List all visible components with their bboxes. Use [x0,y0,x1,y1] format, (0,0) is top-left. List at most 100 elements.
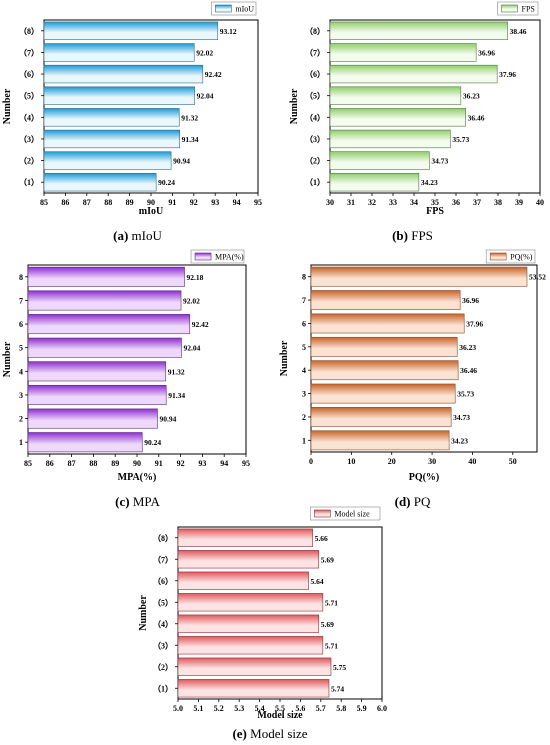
x-tick-label: 90 [133,459,141,468]
x-tick-label: 33 [389,198,397,207]
caption-d: (d) PQ [275,494,550,510]
y-tick-label: （7） [153,554,173,564]
chart-b: 34.23 （1） 34.73 （2） 35.73 （3） 36.46 （4） 36.23 （5）… [289,1,544,217]
x-tick-label: 5.8 [336,704,346,713]
bar [329,86,462,105]
legend-label: PQ(%) [510,253,533,262]
y-tick-label: （6） [19,69,39,79]
data-label: 90.24 [144,438,161,447]
x-tick-label: 92 [190,198,198,207]
x-tick-label: 89 [111,459,119,468]
bar [43,108,180,127]
bar [177,636,324,655]
caption-d-letter: (d) [394,494,411,509]
bar [43,43,195,62]
x-axis-label: PQ(%) [409,472,440,483]
y-tick-label: （8） [19,26,39,36]
x-tick-label: 40 [468,457,476,466]
data-label: 5.75 [333,663,346,672]
x-tick-label: 85 [40,198,48,207]
y-tick-label: （3） [305,134,325,144]
x-tick-label: 6.0 [377,704,387,713]
caption-d-text: PQ [413,494,431,509]
x-tick-label: 20 [388,457,396,466]
y-tick-label: （1） [305,177,325,187]
data-label: 92.04 [183,344,200,353]
x-tick-label: 5.5 [275,704,285,713]
data-label: 92.42 [192,320,209,329]
legend-swatch [501,4,518,13]
x-tick-label: 35 [431,198,439,207]
y-tick-label: 7 [302,296,306,305]
y-tick-label: （4） [19,112,39,122]
x-tick-label: 88 [89,459,97,468]
x-tick-label: 91 [155,459,163,468]
x-tick-label: 92 [177,459,185,468]
y-tick-label: 1 [19,438,23,447]
bar [43,86,195,105]
x-tick-label: 39 [515,198,523,207]
data-label: 36.96 [478,48,495,57]
caption-c-letter: (c) [115,494,130,509]
caption-a: (a) mIoU [0,228,275,244]
bar [177,657,332,676]
x-tick-label: 5.9 [357,704,367,713]
data-label: 91.34 [168,391,185,400]
caption-b: (b) FPS [275,228,550,244]
data-label: 5.74 [331,684,344,693]
y-tick-label: （3） [19,134,39,144]
data-label: 91.34 [182,135,199,144]
x-tick-label: 5.7 [316,704,326,713]
x-tick-label: 95 [242,459,250,468]
bar [329,129,451,149]
y-tick-label: 1 [302,436,306,445]
x-tick-label: 5.2 [214,704,224,713]
data-label: 36.23 [463,92,480,101]
x-tick-label: 87 [83,198,91,207]
y-tick-label: 8 [19,273,23,282]
bar [329,151,430,170]
legend-swatch [314,509,331,518]
bar [310,336,458,357]
bar [43,151,172,170]
bar [177,593,324,612]
caption-e: (e) Model size [130,726,410,742]
data-label: 5.66 [315,534,328,543]
y-tick-label: （8） [305,26,325,36]
y-tick-label: （1） [19,177,39,187]
bar [43,21,219,40]
data-label: 5.71 [325,641,338,650]
y-axis-label: Number [289,88,300,124]
data-label: 53.52 [529,273,546,282]
data-label: 5.71 [325,598,338,607]
x-tick-label: 88 [104,198,112,207]
x-tick-label: 5.3 [234,704,244,713]
x-tick-label: 93 [198,459,206,468]
y-tick-label: （7） [19,47,39,57]
y-tick-label: （6） [153,576,173,586]
y-axis-label: Number [2,88,13,124]
data-label: 5.64 [311,577,324,586]
data-label: 34.73 [453,413,470,422]
bar [329,21,508,40]
bar [177,571,309,590]
y-tick-label: 7 [19,296,23,305]
x-tick-label: 37 [473,198,481,207]
data-label: 92.18 [187,273,204,282]
x-tick-label: 10 [347,457,355,466]
y-axis-label: Number [279,340,290,376]
bar [310,313,465,334]
data-label: 92.42 [205,70,222,79]
legend-swatch [489,252,507,261]
chart-d: 34.23 1 34.73 2 35.73 3 36.46 4 36.23 5 37.96 6 36.9… [279,249,546,483]
legend-label: Model size [334,510,370,519]
y-tick-label: 8 [302,273,306,282]
data-label: 34.73 [431,157,448,166]
x-tick-label: 89 [126,198,134,207]
x-tick-label: 30 [326,198,334,207]
bar [177,528,313,547]
bar [329,173,420,192]
y-tick-label: 2 [302,413,306,422]
y-tick-label: （5） [305,91,325,101]
